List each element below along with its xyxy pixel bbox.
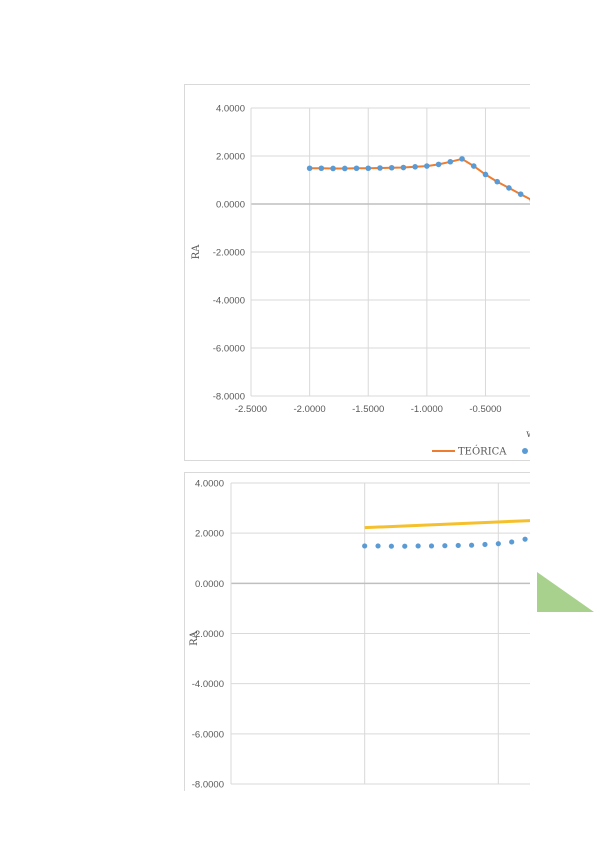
- legend-label-teorica: TEÓRICA: [458, 446, 507, 458]
- data-point: [435, 161, 442, 168]
- data-point: [415, 543, 421, 549]
- x-tick-label: -2.0000: [294, 404, 326, 415]
- data-point: [447, 158, 454, 165]
- y-tick-label: -2.0000: [213, 248, 245, 259]
- y-tick-label: -4.0000: [213, 296, 245, 307]
- x-tick-label: -1.0000: [411, 404, 443, 415]
- data-point: [412, 164, 418, 170]
- data-point: [362, 543, 368, 549]
- x-axis-title: w (r: [526, 429, 530, 440]
- y-tick-label: -2.0000: [192, 629, 224, 640]
- chart-1-svg: 4.0000 2.0000 0.0000 -2.0000 -4.0000 -6.0000 -…: [191, 104, 530, 458]
- x-tick-label: -2.5000: [235, 404, 267, 415]
- data-point: [482, 541, 488, 548]
- data-point: [402, 543, 408, 549]
- data-point: [455, 542, 461, 549]
- y-tick-label: 0.0000: [195, 579, 224, 590]
- x-tick-label: -1.5000: [352, 404, 384, 415]
- x-tick-label: -0.5000: [469, 404, 501, 415]
- data-point: [442, 543, 448, 549]
- y-tick-label: -6.0000: [192, 729, 224, 740]
- y-tick-label: 2.0000: [216, 152, 245, 163]
- data-point: [522, 536, 528, 542]
- chart-2-svg: 4.0000 2.0000 0.0000 -2.0000 -4.0000 -6.0000 -…: [189, 479, 530, 791]
- y-axis-title: RA: [191, 244, 202, 260]
- data-point: [424, 163, 430, 169]
- data-point: [495, 541, 501, 547]
- data-point: [517, 191, 524, 197]
- data-point: [388, 164, 395, 171]
- data-point: [400, 164, 407, 171]
- data-point: [509, 539, 515, 545]
- data-point: [330, 165, 336, 172]
- data-point: [377, 165, 383, 171]
- data-point: [388, 543, 394, 549]
- green-triangle-shape: [537, 572, 594, 612]
- data-point: [469, 542, 475, 548]
- data-point: [318, 165, 325, 172]
- yellow-asymptote-line: [364, 519, 530, 530]
- y-tick-label: 0.0000: [216, 200, 245, 211]
- data-point: [365, 165, 372, 172]
- y-tick-label: 4.0000: [216, 104, 245, 115]
- data-point: [506, 185, 512, 191]
- y-tick-label: 4.0000: [195, 479, 224, 490]
- y-tick-label: 2.0000: [195, 529, 224, 540]
- data-point: [353, 165, 360, 172]
- data-point: [428, 543, 435, 549]
- legend-point-marker: [522, 448, 528, 454]
- data-point: [306, 165, 313, 172]
- data-point: [482, 171, 489, 178]
- data-point: [494, 178, 501, 185]
- data-point: [470, 163, 477, 169]
- chart-2: 4.0000 2.0000 0.0000 -2.0000 -4.0000 -6.0000 -…: [184, 472, 530, 791]
- y-tick-label: -4.0000: [192, 679, 224, 690]
- data-point: [341, 165, 348, 172]
- data-point: [375, 543, 381, 549]
- y-tick-label: -8.0000: [213, 392, 245, 403]
- y-axis-title: RA: [189, 630, 200, 646]
- y-tick-label: -8.0000: [192, 780, 224, 791]
- y-tick-label: -6.0000: [213, 344, 245, 355]
- chart-1: 4.0000 2.0000 0.0000 -2.0000 -4.0000 -6.0000 -…: [184, 84, 530, 461]
- data-point: [459, 156, 465, 162]
